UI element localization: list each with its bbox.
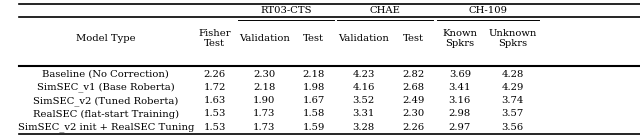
Text: Known
Spkrs: Known Spkrs	[442, 29, 477, 48]
Text: Fisher
Test: Fisher Test	[198, 29, 231, 48]
Text: 1.58: 1.58	[303, 109, 325, 119]
Text: 2.68: 2.68	[402, 83, 424, 92]
Text: Validation: Validation	[239, 34, 289, 43]
Text: 3.16: 3.16	[449, 96, 471, 105]
Text: 2.18: 2.18	[253, 83, 275, 92]
Text: 1.90: 1.90	[253, 96, 275, 105]
Text: Model Type: Model Type	[76, 34, 136, 43]
Text: 1.53: 1.53	[204, 123, 226, 132]
Text: 1.59: 1.59	[303, 123, 325, 132]
Text: 2.26: 2.26	[402, 123, 424, 132]
Text: 2.18: 2.18	[303, 70, 325, 79]
Text: 2.26: 2.26	[204, 70, 225, 79]
Text: 1.73: 1.73	[253, 109, 275, 119]
Text: 3.57: 3.57	[502, 109, 524, 119]
Text: SimSEC_v2 init + RealSEC Tuning: SimSEC_v2 init + RealSEC Tuning	[17, 122, 194, 132]
Text: 4.16: 4.16	[353, 83, 375, 92]
Text: 1.98: 1.98	[303, 83, 325, 92]
Text: Test: Test	[303, 34, 324, 43]
Text: 3.69: 3.69	[449, 70, 471, 79]
Text: 3.74: 3.74	[502, 96, 524, 105]
Text: 2.98: 2.98	[449, 109, 471, 119]
Text: SimSEC_v1 (Base Roberta): SimSEC_v1 (Base Roberta)	[37, 83, 175, 92]
Text: 1.63: 1.63	[204, 96, 225, 105]
Text: 2.49: 2.49	[402, 96, 424, 105]
Text: 4.28: 4.28	[502, 70, 524, 79]
Text: Unknown
Spkrs: Unknown Spkrs	[488, 29, 537, 48]
Text: RealSEC (flat-start Training): RealSEC (flat-start Training)	[33, 109, 179, 119]
Text: RT03-CTS: RT03-CTS	[260, 6, 312, 15]
Text: Test: Test	[403, 34, 424, 43]
Text: Validation: Validation	[338, 34, 389, 43]
Text: 1.72: 1.72	[204, 83, 226, 92]
Text: 3.41: 3.41	[449, 83, 471, 92]
Text: 4.29: 4.29	[502, 83, 524, 92]
Text: 3.52: 3.52	[353, 96, 374, 105]
Text: 3.28: 3.28	[353, 123, 374, 132]
Text: 2.30: 2.30	[402, 109, 424, 119]
Text: 1.67: 1.67	[303, 96, 325, 105]
Text: CHAE: CHAE	[370, 6, 401, 15]
Text: 4.23: 4.23	[353, 70, 375, 79]
Text: 2.30: 2.30	[253, 70, 275, 79]
Text: 2.97: 2.97	[449, 123, 471, 132]
Text: Baseline (No Correction): Baseline (No Correction)	[42, 70, 169, 79]
Text: 3.31: 3.31	[353, 109, 375, 119]
Text: 1.53: 1.53	[204, 109, 226, 119]
Text: 1.73: 1.73	[253, 123, 275, 132]
Text: 3.56: 3.56	[502, 123, 524, 132]
Text: 2.82: 2.82	[402, 70, 424, 79]
Text: CH-109: CH-109	[468, 6, 508, 15]
Text: SimSEC_v2 (Tuned Roberta): SimSEC_v2 (Tuned Roberta)	[33, 96, 179, 106]
